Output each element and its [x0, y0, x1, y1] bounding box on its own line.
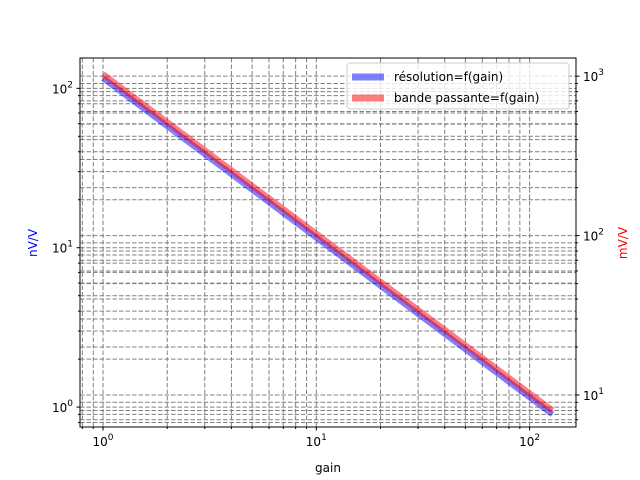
x-axis-label: gain — [315, 461, 341, 475]
legend-label-bande-passante: bande passante=f(gain) — [394, 91, 539, 105]
legend-label-resolution: résolution=f(gain) — [394, 70, 503, 84]
axis-ticks: 100 101 102 100 101 102 101 102 103 — [52, 68, 604, 449]
y-left-tick-label: 100 — [52, 399, 73, 415]
series-line-resolution — [101, 75, 555, 417]
legend-box — [346, 62, 570, 110]
x-tick-label: 102 — [519, 433, 540, 449]
y-right-tick-label: 102 — [583, 228, 604, 244]
y-axis-label-right: mV/V — [616, 226, 630, 259]
legend: résolution=f(gain) bande passante=f(gain… — [346, 62, 570, 110]
y-right-tick-label: 103 — [583, 68, 604, 84]
x-tick-label: 100 — [93, 433, 114, 449]
y-left-tick-label: 102 — [52, 80, 73, 96]
x-tick-label: 101 — [306, 433, 327, 449]
y-left-tick-label: 101 — [52, 240, 73, 256]
series-line-bande-passante — [101, 71, 555, 413]
y-right-tick-label: 101 — [583, 387, 604, 403]
series-lines — [101, 71, 555, 417]
y-axis-label-left: nV/V — [26, 228, 40, 257]
